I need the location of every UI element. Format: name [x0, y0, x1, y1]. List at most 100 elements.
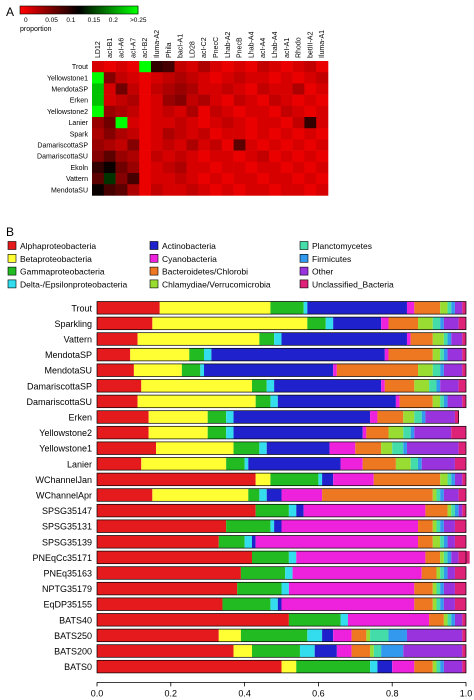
- bar-segment: [333, 473, 374, 486]
- bar-segment: [97, 441, 157, 455]
- bar-segment: [432, 660, 437, 673]
- bar-category-label: SPSG35131: [42, 522, 92, 532]
- heatmap-cell: [257, 105, 270, 118]
- bar-segment: [152, 488, 249, 502]
- x-axis-tick-label: 1.0: [460, 688, 473, 698]
- bar-segment: [418, 535, 433, 549]
- bar-category-label: WChannelJan: [35, 475, 92, 485]
- bar-segment: [377, 660, 393, 673]
- heatmap-cell: [257, 173, 270, 185]
- color-key-segment: [96, 6, 100, 14]
- heatmap-cell: [139, 128, 152, 140]
- heatmap-cell: [151, 173, 164, 185]
- bar-outline: [96, 659, 467, 674]
- heatmap-cell: [92, 117, 105, 129]
- bar-segment: [440, 317, 444, 330]
- heatmap-cell: [210, 83, 223, 95]
- bar-segment: [340, 613, 348, 627]
- heatmap-cell: [162, 105, 175, 118]
- heatmap-cell: [257, 161, 270, 174]
- heatmap-cell: [151, 61, 164, 73]
- heatmap-column-label: bacI-A1: [178, 34, 185, 58]
- heatmap-cell: [139, 94, 152, 107]
- heatmap-cell: [280, 94, 293, 107]
- heatmap-row-label: Erken: [70, 98, 88, 105]
- heatmap-cell: [280, 128, 293, 140]
- bar-segment: [204, 348, 212, 361]
- bar-segment: [288, 582, 415, 595]
- bar-segment: [299, 644, 315, 658]
- bar-segment: [440, 379, 459, 393]
- bar-segment: [440, 535, 444, 549]
- bar-segment: [458, 441, 466, 455]
- bar-segment: [274, 519, 282, 533]
- bar-segment: [414, 660, 433, 673]
- bar-segment: [447, 551, 452, 564]
- heatmap-cell: [127, 184, 140, 196]
- panel-a-label: A: [6, 5, 14, 19]
- heatmap-cell: [162, 61, 175, 73]
- bar-segment: [296, 504, 304, 517]
- heatmap-column-label: acI-B1: [107, 38, 114, 58]
- color-key-segment: [135, 6, 139, 14]
- bar-segment: [152, 317, 308, 330]
- bar-segment: [148, 410, 208, 424]
- bar-segment: [443, 535, 448, 549]
- heatmap-cell: [316, 83, 329, 95]
- bar-segment: [340, 457, 363, 471]
- heatmap-cell: [186, 128, 199, 140]
- color-key-segment: [123, 6, 127, 14]
- legend-swatch: [149, 266, 159, 276]
- heatmap-cell: [92, 94, 105, 107]
- bar-segment: [270, 597, 278, 611]
- bar-segment: [373, 473, 441, 486]
- bar-segment: [432, 348, 441, 361]
- legend-entry-label: Betaproteobacteria: [20, 254, 92, 264]
- bar-outline: [96, 301, 467, 315]
- heatmap-cell: [127, 150, 140, 163]
- bar-segment: [462, 473, 466, 486]
- color-key-segment: [128, 6, 132, 14]
- color-key-segment: [56, 6, 60, 14]
- heatmap-cell: [210, 105, 223, 118]
- bar-segment: [130, 348, 190, 361]
- heatmap-cell: [233, 105, 246, 118]
- heatmap-cell: [92, 72, 105, 84]
- bar-segment: [233, 644, 252, 658]
- bar-segment: [181, 363, 201, 377]
- color-key-segment: [47, 6, 50, 14]
- heatmap-cell: [257, 94, 270, 107]
- bar-segment: [322, 629, 334, 642]
- bar-segment: [259, 332, 275, 346]
- color-key-segment: [39, 6, 43, 14]
- heatmap-column-label: acI-B2: [142, 38, 149, 58]
- heatmap-cell: [210, 61, 223, 73]
- heatmap-cell: [221, 128, 234, 140]
- bar-segment: [414, 426, 452, 439]
- heatmap-cell: [257, 72, 270, 84]
- bar-segment: [432, 332, 444, 346]
- color-key-segment: [88, 6, 92, 14]
- heatmap-column-label: PnecB: [237, 37, 244, 58]
- bar-segment: [244, 535, 252, 549]
- bar-segment: [418, 457, 422, 471]
- bar-segment: [137, 395, 256, 408]
- heatmap-cell: [139, 184, 152, 196]
- heatmap-cell: [316, 161, 329, 174]
- heatmap-cell: [316, 173, 329, 185]
- heatmap-cell: [210, 184, 223, 196]
- heatmap-cell: [139, 72, 152, 84]
- color-key-segment: [32, 6, 36, 14]
- bar-segment: [440, 597, 444, 611]
- bar-segment: [462, 363, 466, 377]
- bar-segment: [414, 410, 422, 424]
- heatmap-column-label: acI-A4: [260, 38, 267, 58]
- heatmap-cell: [304, 161, 317, 174]
- heatmap-column-label: PnecC: [213, 37, 220, 58]
- heatmap-cell: [174, 150, 187, 163]
- heatmap-column-label: betIII-A2: [307, 31, 314, 58]
- bar-segment: [148, 426, 208, 439]
- bar-outline: [96, 597, 467, 611]
- bar-segment: [395, 395, 400, 408]
